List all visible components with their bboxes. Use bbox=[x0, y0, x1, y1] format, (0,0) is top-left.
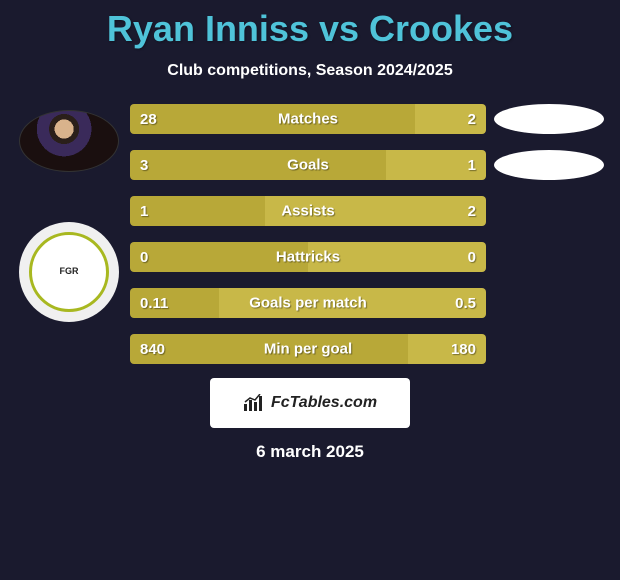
stat-bar-right: 1 bbox=[386, 150, 486, 180]
stat-row: 0.110.5Goals per match bbox=[130, 288, 604, 318]
stat-bar: 282Matches bbox=[130, 104, 486, 134]
stat-right-value: 2 bbox=[468, 111, 476, 128]
stat-bar-right: 0 bbox=[308, 242, 486, 272]
avatar-column: FGR bbox=[8, 100, 130, 364]
stat-bar-right: 180 bbox=[408, 334, 486, 364]
stat-left-value: 0.11 bbox=[140, 295, 168, 312]
chart-icon bbox=[243, 394, 265, 412]
comparison-subtitle: Club competitions, Season 2024/2025 bbox=[0, 62, 620, 80]
stat-left-value: 1 bbox=[140, 203, 148, 220]
stat-bar: 0.110.5Goals per match bbox=[130, 288, 486, 318]
stat-bar-left: 0 bbox=[130, 242, 308, 272]
stat-left-value: 28 bbox=[140, 111, 157, 128]
comparison-content: FGR 282Matches31Goals12Assists00Hattrick… bbox=[0, 100, 620, 364]
player2-badge-label: FGR bbox=[60, 267, 79, 277]
stat-bar-right: 2 bbox=[265, 196, 486, 226]
player2-avatar-wrap: FGR bbox=[8, 222, 130, 322]
stat-bar-left: 1 bbox=[130, 196, 265, 226]
player1-avatar-wrap bbox=[8, 110, 130, 172]
stat-bar-left: 28 bbox=[130, 104, 415, 134]
stat-right-value: 0 bbox=[468, 249, 476, 266]
stat-bar: 31Goals bbox=[130, 150, 486, 180]
stat-left-value: 3 bbox=[140, 157, 148, 174]
stat-bar: 00Hattricks bbox=[130, 242, 486, 272]
stat-right-value: 180 bbox=[451, 341, 476, 358]
player2-badge-ring: FGR bbox=[29, 232, 109, 312]
stat-ellipse bbox=[494, 104, 604, 134]
stat-right-value: 0.5 bbox=[455, 295, 476, 312]
stat-bar-left: 0.11 bbox=[130, 288, 219, 318]
source-badge-text: FcTables.com bbox=[271, 394, 377, 412]
source-badge: FcTables.com bbox=[210, 378, 410, 428]
stat-row: 00Hattricks bbox=[130, 242, 604, 272]
stat-row: 12Assists bbox=[130, 196, 604, 226]
stat-right-value: 2 bbox=[468, 203, 476, 220]
player2-badge: FGR bbox=[19, 222, 119, 322]
stat-left-value: 840 bbox=[140, 341, 165, 358]
stat-left-value: 0 bbox=[140, 249, 148, 266]
comparison-date: 6 march 2025 bbox=[0, 442, 620, 462]
player1-avatar bbox=[19, 110, 119, 172]
stat-row: 840180Min per goal bbox=[130, 334, 604, 364]
stat-bar-left: 840 bbox=[130, 334, 408, 364]
stat-bar-left: 3 bbox=[130, 150, 386, 180]
stat-bar-right: 0.5 bbox=[219, 288, 486, 318]
stat-bar: 840180Min per goal bbox=[130, 334, 486, 364]
stats-bars: 282Matches31Goals12Assists00Hattricks0.1… bbox=[130, 100, 612, 364]
stat-bar-right: 2 bbox=[415, 104, 486, 134]
stat-ellipse bbox=[494, 150, 604, 180]
stat-bar: 12Assists bbox=[130, 196, 486, 226]
stat-row: 282Matches bbox=[130, 104, 604, 134]
stat-row: 31Goals bbox=[130, 150, 604, 180]
comparison-title: Ryan Inniss vs Crookes bbox=[0, 0, 620, 50]
stat-right-value: 1 bbox=[468, 157, 476, 174]
